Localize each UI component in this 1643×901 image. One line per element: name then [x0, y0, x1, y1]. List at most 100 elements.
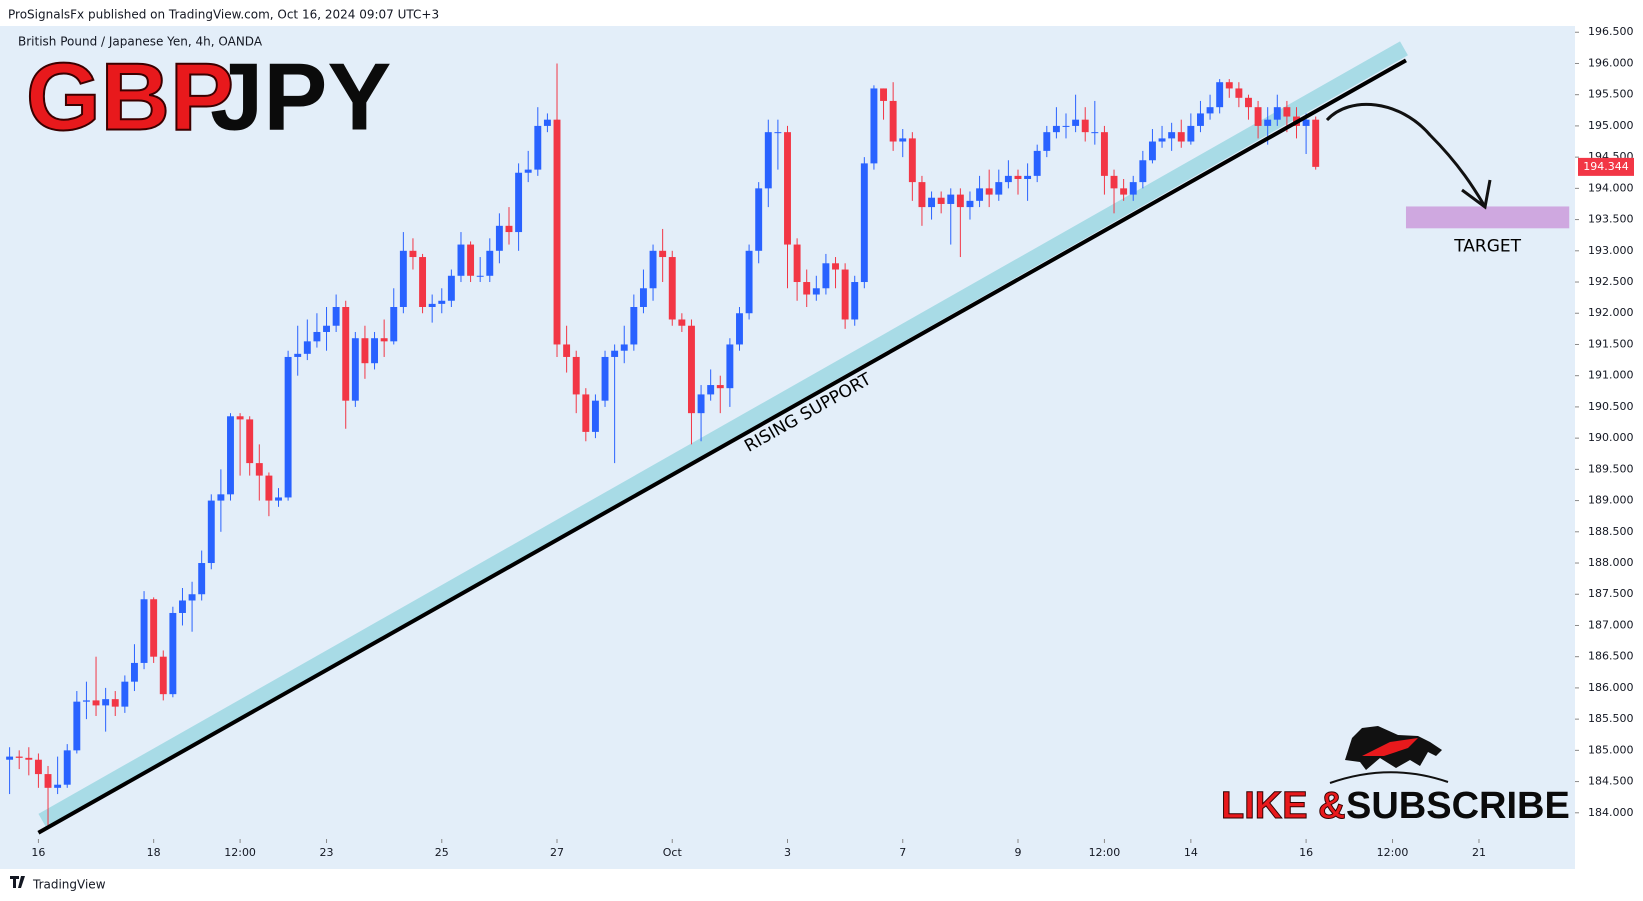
candle-body [524, 169, 532, 173]
candle-body [313, 331, 321, 342]
candle-body [188, 594, 196, 601]
candle-body [198, 563, 206, 595]
candle-body [303, 341, 311, 354]
candle-body [246, 419, 254, 464]
logo-part: JPY [210, 43, 391, 150]
y-tick-label: 185.500 [1588, 712, 1634, 725]
candle-body [668, 257, 676, 320]
candle-body [899, 138, 907, 142]
y-tick-label: 187.000 [1588, 618, 1634, 631]
candle-body [457, 244, 465, 276]
candle-body [947, 194, 955, 204]
candle-body [1312, 119, 1320, 167]
candle-body [1225, 82, 1233, 89]
candle-body [371, 338, 378, 364]
candle-body [399, 250, 407, 307]
candle-body [1024, 175, 1032, 179]
candle-body [73, 701, 81, 751]
y-tick-label: 188.500 [1588, 525, 1634, 538]
candle-body [332, 307, 340, 326]
support-line [37, 58, 1407, 835]
x-tick-label: 23 [320, 846, 334, 859]
candle-body [63, 750, 71, 785]
candle-body [1081, 119, 1089, 133]
candle-body [1158, 138, 1166, 142]
candle-body [841, 269, 849, 320]
candle-body [1264, 119, 1272, 126]
x-tick-label: 16 [31, 846, 45, 859]
candle-body [467, 244, 475, 276]
candle-body [832, 263, 839, 270]
candle-body [217, 494, 225, 501]
candle-body [543, 119, 551, 126]
y-tick-label: 196.500 [1588, 25, 1634, 38]
candle-body [159, 656, 167, 695]
candle-body [284, 356, 292, 498]
y-tick-label: 188.000 [1588, 556, 1634, 569]
candle-body [649, 250, 657, 289]
candle-body [534, 125, 542, 170]
y-tick-label: 193.000 [1588, 244, 1634, 257]
candle-body [1110, 175, 1118, 189]
y-tick-label: 195.500 [1588, 88, 1634, 101]
candle-body [745, 250, 753, 314]
candle-body [130, 662, 138, 682]
candle-body [880, 88, 887, 101]
candle-body [553, 119, 561, 345]
candle-body [265, 475, 273, 501]
candle-body [956, 194, 964, 208]
y-tick-label: 195.000 [1588, 119, 1634, 132]
candle-body [755, 188, 763, 251]
candle-body [495, 225, 503, 251]
candle-body [976, 188, 984, 201]
y-tick-label: 186.000 [1588, 681, 1634, 694]
candle-body [966, 200, 974, 208]
x-tick-label: 27 [550, 846, 564, 859]
candle-body [1072, 119, 1080, 126]
candle-body [995, 182, 1003, 195]
candle-body [179, 600, 186, 613]
candle-body [908, 138, 916, 183]
candle-body [639, 288, 647, 307]
candle-body [851, 282, 859, 320]
x-tick-label: 25 [435, 846, 449, 859]
x-tick-label: 16 [1299, 846, 1313, 859]
candle-body [1283, 107, 1291, 117]
candle-body [620, 344, 628, 351]
target-label: TARGET [1453, 236, 1521, 256]
y-tick-label: 190.000 [1588, 431, 1634, 444]
candle-body [591, 400, 599, 432]
x-tick-label: 21 [1472, 846, 1486, 859]
candle-body [793, 244, 801, 283]
candle-body [25, 757, 33, 760]
candle-body [505, 225, 513, 233]
candle-body [361, 338, 369, 364]
candle-body [428, 303, 436, 307]
last-price-label: 194.344 [1583, 160, 1629, 173]
candle-body [351, 338, 359, 401]
candle-body [1187, 125, 1195, 142]
candle-body [44, 774, 52, 788]
cta-part: LIKE & [1221, 785, 1346, 827]
candle-body [1120, 188, 1128, 195]
candle-body [1062, 125, 1070, 127]
candle-body [707, 385, 715, 395]
candle-body [275, 497, 282, 501]
candle-body [1043, 132, 1051, 151]
y-tick-label: 193.500 [1588, 213, 1634, 226]
x-tick-label: 18 [147, 846, 161, 859]
candle-body [1235, 88, 1243, 98]
candle-body [1245, 97, 1252, 108]
chart-title: British Pound / Japanese Yen, 4h, OANDA [18, 35, 263, 49]
candle-body [236, 416, 244, 420]
candle-body [716, 385, 724, 389]
candle-body [1033, 150, 1041, 176]
candle-body [736, 313, 743, 345]
candle-body [1139, 160, 1147, 183]
y-tick-label: 192.500 [1588, 275, 1634, 288]
candle-body [928, 197, 936, 208]
candle-body [255, 463, 263, 476]
candle-body [140, 599, 148, 663]
candle-body [207, 500, 215, 564]
